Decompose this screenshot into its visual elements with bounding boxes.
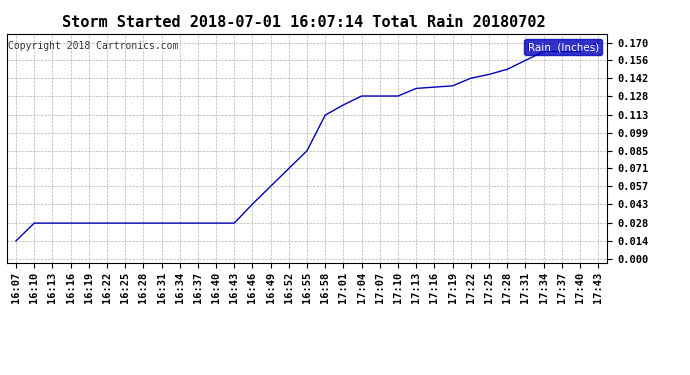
Legend: Rain  (Inches): Rain (Inches) bbox=[524, 39, 602, 55]
Text: Storm Started 2018-07-01 16:07:14 Total Rain 20180702: Storm Started 2018-07-01 16:07:14 Total … bbox=[62, 15, 545, 30]
Text: Copyright 2018 Cartronics.com: Copyright 2018 Cartronics.com bbox=[8, 40, 179, 51]
